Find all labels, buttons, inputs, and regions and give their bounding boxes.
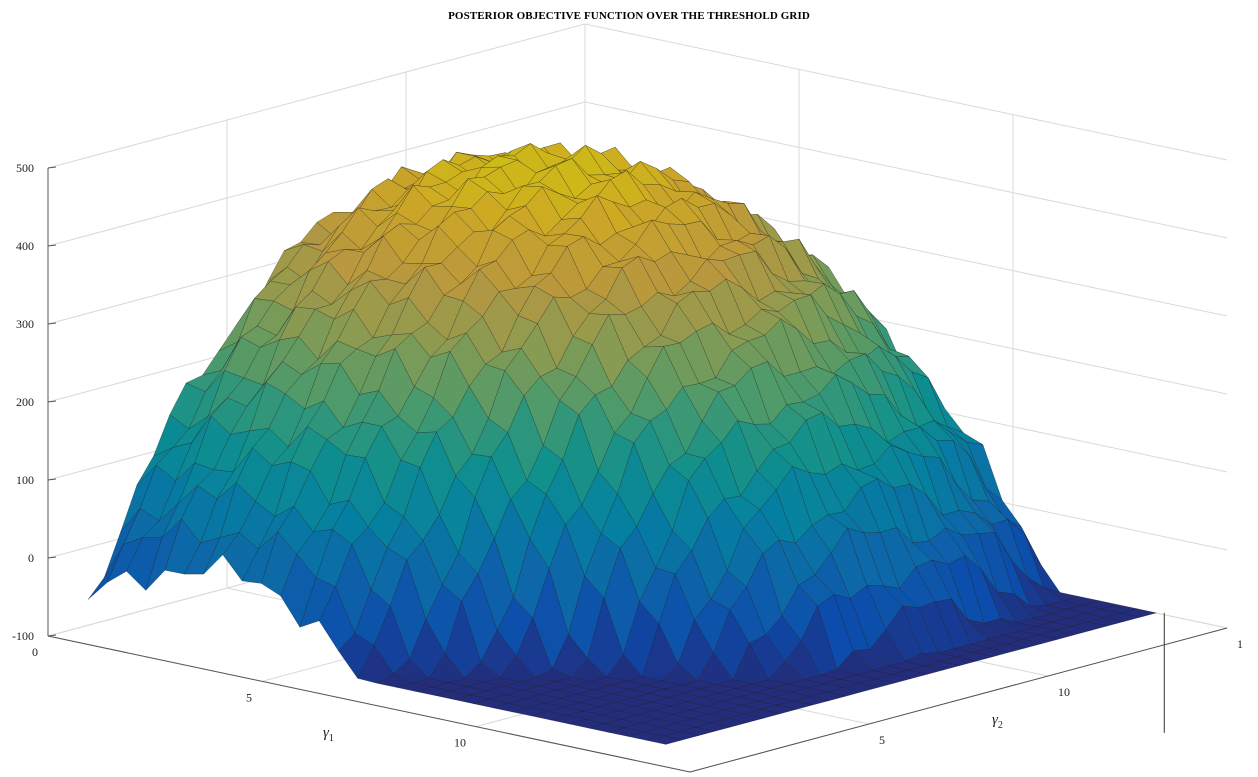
z-tick-mark <box>47 400 57 403</box>
axis-ticks: -100010020030040050005101505101 <box>12 161 1243 750</box>
z-gridline <box>584 101 1228 239</box>
x-axis-line <box>47 635 691 773</box>
z-tick-mark <box>47 166 57 169</box>
z-tick-label: 0 <box>28 551 34 565</box>
z-tick-label: 100 <box>16 473 34 487</box>
surface-mesh <box>87 142 1165 745</box>
y-axis-line <box>689 627 1228 773</box>
z-tick-mark <box>47 322 57 325</box>
surface-patch <box>646 735 683 745</box>
z-tick-mark <box>47 556 57 559</box>
x-tick-label: 10 <box>454 736 466 750</box>
x-tick-label: 0 <box>32 645 38 659</box>
z-gridline <box>47 23 586 169</box>
z-tick-label: 200 <box>16 395 34 409</box>
z-tick-mark <box>47 478 57 481</box>
z-tick-label: 400 <box>16 239 34 253</box>
y-tick-label: 5 <box>879 733 885 747</box>
y-tick-label: 1 <box>1237 637 1243 651</box>
z-tick-mark <box>47 244 57 247</box>
z-tick-label: -100 <box>12 629 34 643</box>
x-axis-label: γ1 <box>323 725 334 744</box>
z-tick-label: 500 <box>16 161 34 175</box>
chart-title: POSTERIOR OBJECTIVE FUNCTION OVER THE TH… <box>448 10 810 22</box>
z-tick-mark <box>47 634 57 637</box>
z-gridline <box>47 101 586 247</box>
y-axis-label: γ2 <box>992 712 1003 731</box>
z-tick-label: 300 <box>16 317 34 331</box>
z-gridline <box>584 23 1228 161</box>
x-tick-label: 5 <box>246 690 252 704</box>
y-tick-label: 10 <box>1058 685 1070 699</box>
